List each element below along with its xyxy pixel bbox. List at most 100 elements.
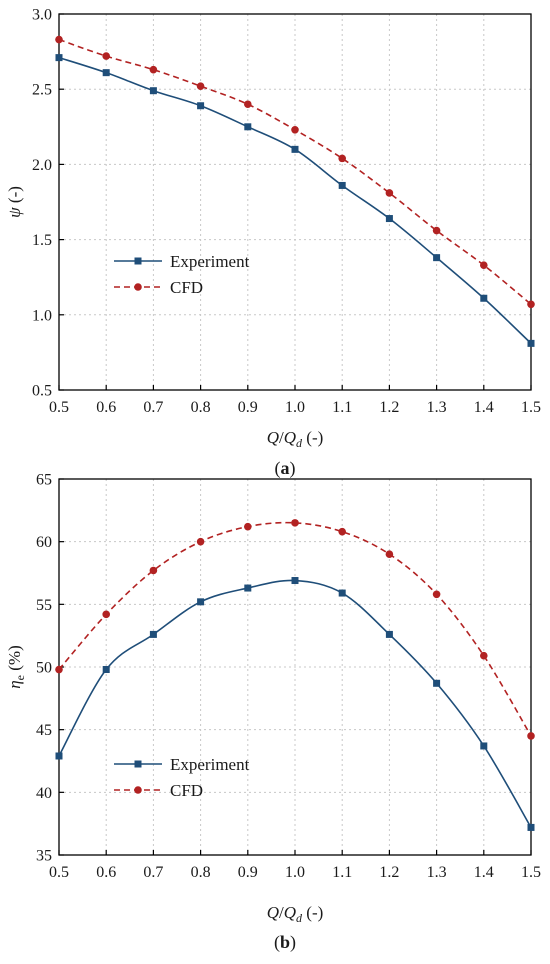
data-point-cfd [102, 610, 110, 619]
x-tick-label: 0.9 [238, 864, 258, 881]
data-point-experiment [385, 215, 393, 223]
data-point-experiment [433, 679, 441, 687]
y-tick-label: 1.0 [32, 307, 52, 324]
y-tick-label: 65 [36, 472, 52, 489]
data-point-experiment [385, 630, 393, 638]
legend-label-experiment: Experiment [170, 252, 250, 271]
legend-label-cfd: CFD [170, 278, 203, 297]
x-axis-title-slash: / [279, 903, 284, 922]
legend-label-cfd: CFD [170, 781, 203, 800]
data-point-cfd [432, 590, 441, 599]
panel-label-close: ) [290, 458, 296, 479]
y-axis-title-unit: (%) [5, 645, 24, 675]
x-tick-label: 1.5 [521, 399, 541, 416]
data-point-experiment [433, 254, 441, 262]
data-point-experiment [244, 584, 252, 592]
x-tick-label: 0.7 [143, 399, 163, 416]
x-axis-title-q: Q [267, 903, 279, 922]
y-axis-title-unit: (-) [5, 186, 24, 207]
panel-label: (b) [274, 932, 296, 953]
y-tick-label: 50 [36, 660, 52, 677]
data-point-experiment [149, 630, 157, 638]
y-tick-label: 45 [36, 722, 52, 739]
x-tick-label: 1.0 [285, 864, 305, 881]
y-axis-title-symbol: ψ [5, 207, 24, 218]
data-point-cfd [149, 65, 158, 74]
x-axis-title-unit: (-) [302, 428, 323, 447]
data-point-cfd [527, 732, 535, 740]
data-point-cfd [291, 519, 299, 527]
data-point-cfd [244, 522, 252, 531]
x-tick-label: 1.2 [379, 864, 399, 881]
data-point-cfd [432, 226, 441, 235]
legend-marker-cfd [134, 283, 142, 291]
y-tick-label: 3.0 [32, 7, 52, 24]
data-point-experiment [480, 294, 488, 302]
y-tick-label: 35 [36, 848, 52, 865]
data-point-cfd [291, 126, 299, 134]
data-point-experiment [55, 752, 63, 760]
data-point-experiment [338, 181, 346, 189]
x-tick-label: 0.7 [143, 864, 163, 881]
series-line-cfd [58, 521, 532, 737]
data-point-cfd [527, 300, 535, 309]
x-tick-label: 1.2 [379, 399, 399, 416]
x-tick-label: 0.5 [49, 399, 69, 416]
data-point-cfd [480, 651, 488, 660]
x-tick-label: 1.0 [285, 399, 305, 416]
data-point-experiment [527, 823, 535, 831]
x-tick-label: 0.9 [238, 399, 258, 416]
y-tick-label: 1.5 [32, 232, 52, 249]
x-axis-title-q: Q [267, 428, 279, 447]
data-point-cfd [338, 527, 347, 536]
data-point-cfd [480, 261, 488, 269]
x-tick-label: 1.3 [427, 864, 447, 881]
panel-label-close: ) [290, 932, 296, 953]
data-point-cfd [385, 189, 394, 197]
data-point-experiment [102, 69, 110, 77]
x-tick-label: 0.8 [191, 399, 211, 416]
data-point-cfd [385, 550, 394, 558]
y-axis-title: ψ (-) [5, 186, 24, 218]
x-tick-label: 1.1 [332, 864, 352, 881]
data-point-experiment [102, 666, 110, 674]
x-tick-label: 1.4 [474, 864, 494, 881]
data-point-experiment [149, 87, 157, 95]
data-point-cfd [196, 537, 205, 546]
y-tick-label: 60 [36, 534, 52, 551]
panel-label-letter: b [280, 932, 290, 952]
panel-label: (a) [275, 458, 296, 479]
y-tick-label: 0.5 [32, 383, 52, 400]
x-axis-title-subscript: d [296, 911, 303, 925]
y-axis-title: ηe (%) [5, 645, 27, 689]
data-point-experiment [291, 577, 299, 585]
data-point-experiment [527, 339, 535, 347]
x-axis-title-unit: (-) [302, 903, 323, 922]
y-tick-label: 2.0 [32, 157, 52, 174]
x-tick-label: 0.5 [49, 864, 69, 881]
chart-panel-a: 0.5 0.6 0.7 0.8 0.9 1.0 1.1 1.2 1.3 1.4 1.5 0.5 1.0 1… [5, 7, 541, 480]
y-axis-title-subscript: e [13, 675, 27, 680]
x-axis-title: Q/Qd (-) [267, 903, 324, 925]
y-axis-title-symbol: η [5, 680, 24, 688]
x-axis-title-subscript: d [296, 436, 303, 450]
x-axis-title: Q/Qd (-) [267, 428, 324, 450]
x-tick-label: 0.6 [96, 399, 116, 416]
x-tick-label: 1.3 [427, 399, 447, 416]
legend: Experiment CFD [114, 755, 250, 800]
data-point-experiment [338, 589, 346, 597]
y-tick-label: 2.5 [32, 82, 52, 99]
data-point-cfd [196, 82, 205, 90]
y-tick-label: 40 [36, 785, 52, 802]
data-point-experiment [197, 598, 205, 606]
data-point-cfd [55, 35, 63, 44]
x-axis-title-slash: / [279, 428, 284, 447]
x-tick-label: 0.8 [191, 864, 211, 881]
chart-panel-b: 0.5 0.6 0.7 0.8 0.9 1.0 1.1 1.2 1.3 1.4 1.5 35 40 45 5… [5, 472, 541, 954]
legend-marker-experiment [134, 257, 142, 265]
panel-label-letter: a [281, 458, 290, 478]
panel-label-open: ( [275, 458, 281, 479]
data-point-experiment [480, 742, 488, 750]
x-tick-label: 0.6 [96, 864, 116, 881]
